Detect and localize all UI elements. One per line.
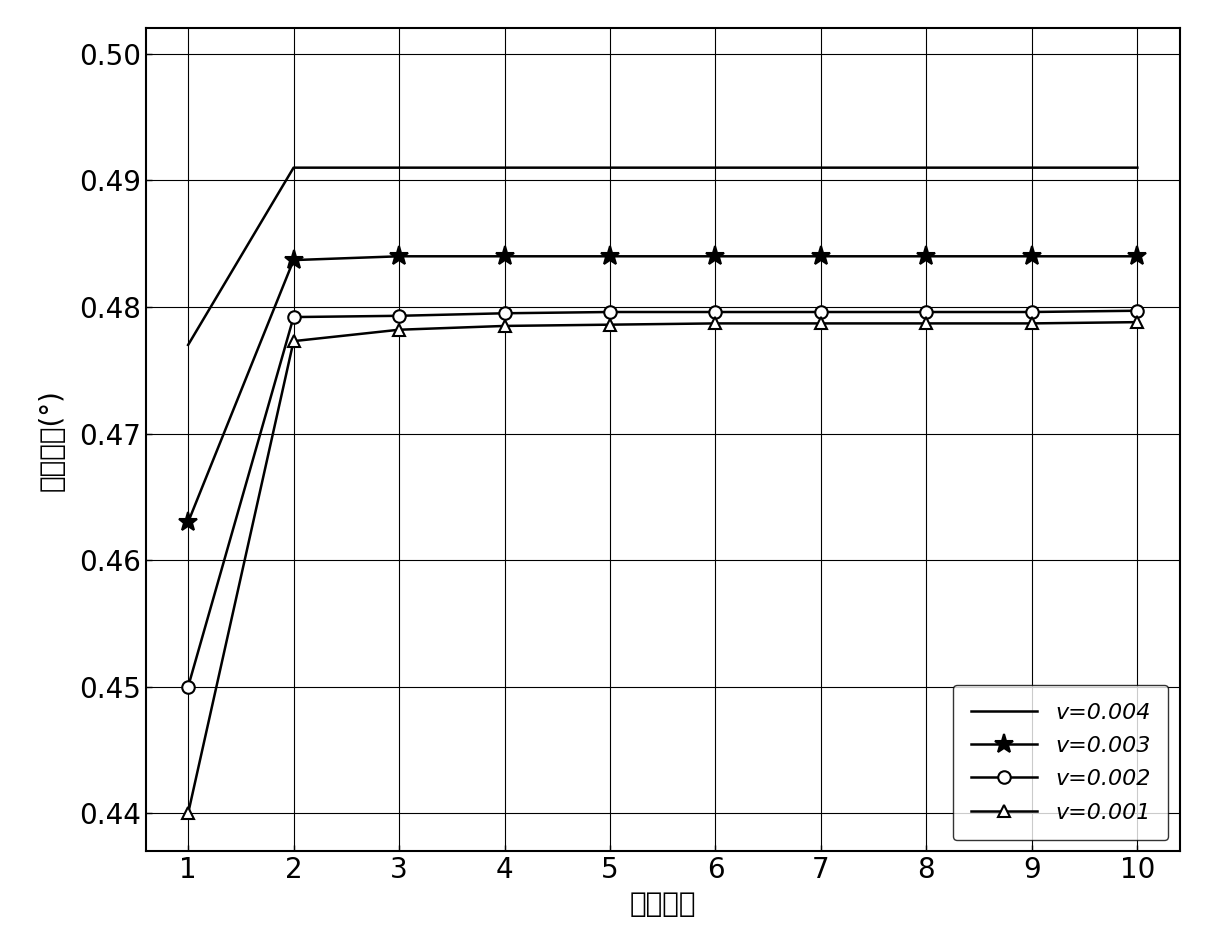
Line: v=0.003: v=0.003 xyxy=(179,247,1147,532)
v=0.004 xyxy=(497,162,512,173)
v=0.003 xyxy=(1025,251,1040,262)
v=0.001 xyxy=(181,808,196,819)
v=0.003 xyxy=(181,517,196,528)
v=0.002 xyxy=(603,307,618,318)
v=0.003 xyxy=(919,251,934,262)
v=0.002 xyxy=(708,307,722,318)
v=0.004 xyxy=(392,162,406,173)
v=0.004 xyxy=(708,162,722,173)
Line: v=0.004: v=0.004 xyxy=(188,167,1137,345)
Line: v=0.001: v=0.001 xyxy=(182,316,1143,819)
v=0.003 xyxy=(708,251,722,262)
v=0.003 xyxy=(603,251,618,262)
v=0.004 xyxy=(286,162,300,173)
v=0.003 xyxy=(497,251,512,262)
X-axis label: 迭代次数: 迭代次数 xyxy=(630,890,696,918)
v=0.001 xyxy=(919,318,934,329)
v=0.001 xyxy=(708,318,722,329)
v=0.002 xyxy=(497,307,512,319)
v=0.003 xyxy=(814,251,828,262)
v=0.004 xyxy=(603,162,618,173)
v=0.001 xyxy=(603,319,618,330)
v=0.004 xyxy=(181,340,196,351)
v=0.004 xyxy=(919,162,934,173)
Y-axis label: 空间角度(°): 空间角度(°) xyxy=(38,389,66,491)
v=0.003 xyxy=(392,251,406,262)
v=0.001 xyxy=(1025,318,1040,329)
v=0.001 xyxy=(1130,317,1144,328)
v=0.001 xyxy=(286,336,300,347)
v=0.001 xyxy=(497,321,512,332)
v=0.004 xyxy=(1025,162,1040,173)
v=0.002 xyxy=(1130,305,1144,316)
Legend: v=0.004, v=0.003, v=0.002, v=0.001: v=0.004, v=0.003, v=0.002, v=0.001 xyxy=(953,685,1169,840)
v=0.003 xyxy=(286,254,300,266)
v=0.004 xyxy=(814,162,828,173)
v=0.002 xyxy=(286,311,300,323)
v=0.002 xyxy=(919,307,934,318)
v=0.004 xyxy=(1130,162,1144,173)
Line: v=0.002: v=0.002 xyxy=(182,305,1143,693)
v=0.003 xyxy=(1130,251,1144,262)
v=0.001 xyxy=(392,324,406,336)
v=0.002 xyxy=(1025,307,1040,318)
v=0.002 xyxy=(392,310,406,322)
v=0.001 xyxy=(814,318,828,329)
v=0.002 xyxy=(181,681,196,692)
v=0.002 xyxy=(814,307,828,318)
